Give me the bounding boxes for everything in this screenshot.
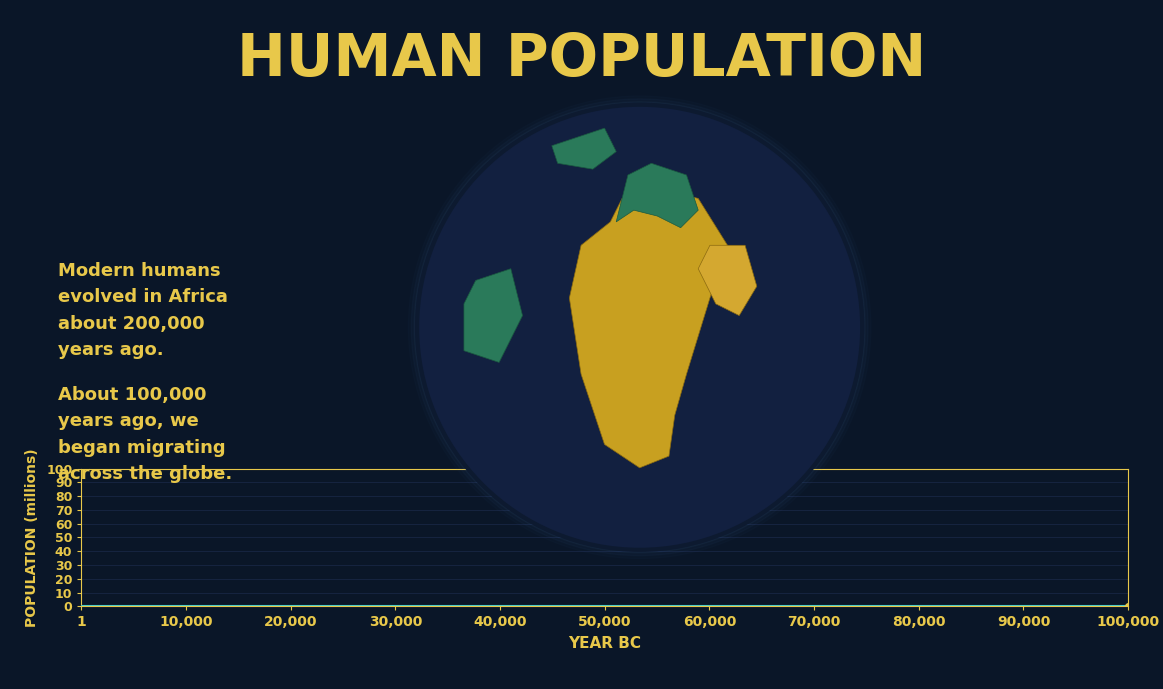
- X-axis label: YEAR BC: YEAR BC: [569, 637, 641, 651]
- Text: About 100,000
years ago, we
began migrating
across the globe.: About 100,000 years ago, we began migrat…: [58, 386, 233, 483]
- Polygon shape: [551, 128, 616, 169]
- Polygon shape: [698, 245, 757, 316]
- Text: HUMAN POPULATION: HUMAN POPULATION: [237, 31, 926, 88]
- Y-axis label: POPULATION (millions): POPULATION (millions): [26, 448, 40, 627]
- Polygon shape: [570, 187, 728, 468]
- Polygon shape: [616, 163, 698, 227]
- Polygon shape: [464, 269, 522, 362]
- Circle shape: [418, 105, 862, 550]
- Text: Modern humans
evolved in Africa
about 200,000
years ago.: Modern humans evolved in Africa about 20…: [58, 262, 228, 359]
- Circle shape: [412, 99, 868, 555]
- Circle shape: [414, 102, 865, 553]
- Circle shape: [418, 105, 862, 550]
